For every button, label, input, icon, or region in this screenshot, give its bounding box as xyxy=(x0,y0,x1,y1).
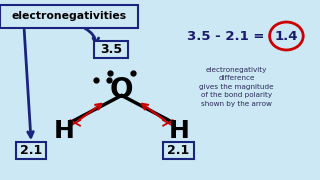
Text: O: O xyxy=(110,76,133,104)
FancyBboxPatch shape xyxy=(16,142,46,159)
Text: 2.1: 2.1 xyxy=(20,144,42,157)
Text: 3.5 - 2.1 =: 3.5 - 2.1 = xyxy=(187,30,269,42)
Text: H: H xyxy=(53,119,75,143)
FancyBboxPatch shape xyxy=(163,142,194,159)
FancyBboxPatch shape xyxy=(0,4,138,28)
Text: H: H xyxy=(169,119,190,143)
Text: 2.1: 2.1 xyxy=(167,144,189,157)
Text: electronegativity
difference
gives the magnitude
of the bond polarity
shown by t: electronegativity difference gives the m… xyxy=(199,67,274,107)
Text: electronegativities: electronegativities xyxy=(11,11,126,21)
Text: 3.5: 3.5 xyxy=(100,43,122,56)
Text: 1.4: 1.4 xyxy=(275,30,298,42)
FancyBboxPatch shape xyxy=(94,40,128,58)
